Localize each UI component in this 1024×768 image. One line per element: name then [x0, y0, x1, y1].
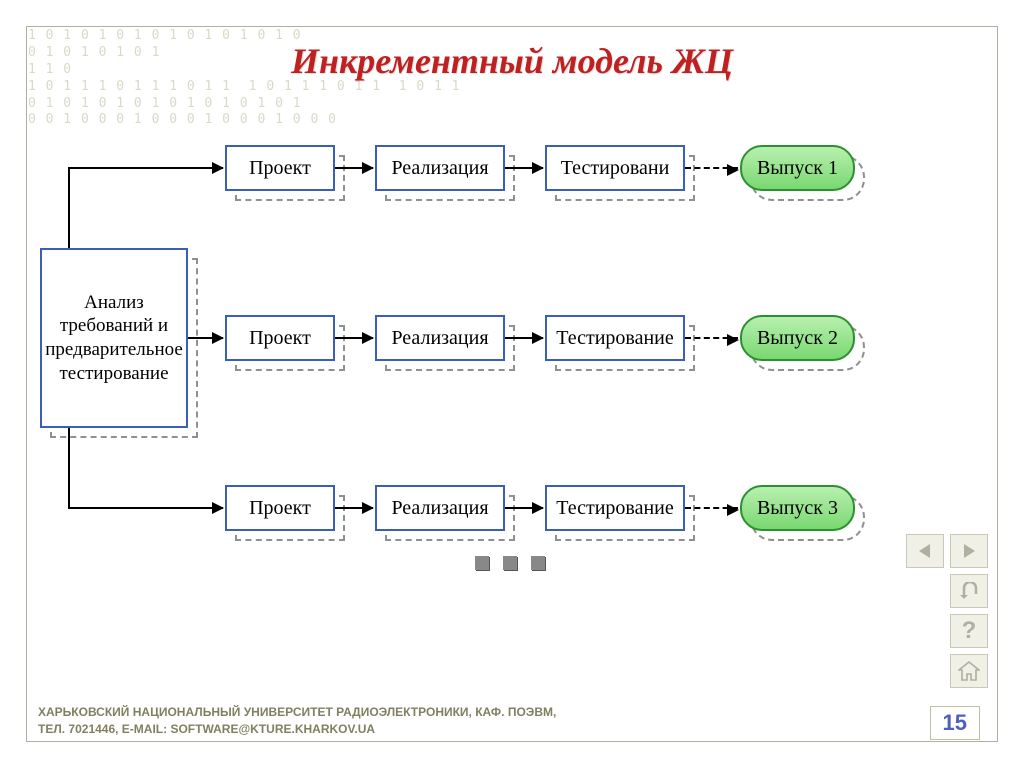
row2-arrow0: [335, 507, 373, 509]
page-number: 15: [930, 706, 980, 740]
row0-step1: Реализация: [375, 145, 505, 191]
row2-step2: Тестирование: [545, 485, 685, 531]
row2-arrow2: [685, 507, 738, 509]
row1-step0: Проект: [225, 315, 335, 361]
home-button[interactable]: [950, 654, 988, 688]
row1-release: Выпуск 2: [740, 315, 855, 361]
row1-step2: Тестирование: [545, 315, 685, 361]
row0-arrow1: [505, 167, 543, 169]
footer-line2: ТЕЛ. 7021446, E-MAIL: SOFTWARE@KTURE.KHA…: [38, 721, 904, 738]
next-button[interactable]: [950, 534, 988, 568]
row1-step1: Реализация: [375, 315, 505, 361]
connector-v2: [68, 428, 70, 508]
footer-line1: ХАРЬКОВСКИЙ НАЦИОНАЛЬНЫЙ УНИВЕРСИТЕТ РАД…: [38, 704, 904, 721]
connector-v1: [68, 168, 70, 248]
row1-arrow1: [505, 337, 543, 339]
row1-arrow0: [335, 337, 373, 339]
return-button[interactable]: [950, 574, 988, 608]
help-button[interactable]: ?: [950, 614, 988, 648]
row2-step1: Реализация: [375, 485, 505, 531]
row0-feed: [68, 167, 223, 169]
row2-arrow1: [505, 507, 543, 509]
row2-feed: [68, 507, 223, 509]
prev-button[interactable]: [906, 534, 944, 568]
row2-release: Выпуск 3: [740, 485, 855, 531]
slide-title: Инкрементный модель ЖЦ: [0, 40, 1024, 82]
row0-step0: Проект: [225, 145, 335, 191]
footer-text: ХАРЬКОВСКИЙ НАЦИОНАЛЬНЫЙ УНИВЕРСИТЕТ РАД…: [38, 704, 904, 738]
row0-arrow0: [335, 167, 373, 169]
row0-release: Выпуск 1: [740, 145, 855, 191]
row0-step2: Тестировани: [545, 145, 685, 191]
row1-arrow2: [685, 337, 738, 339]
row0-arrow2: [685, 167, 738, 169]
help-icon: ?: [962, 617, 977, 645]
row2-step0: Проект: [225, 485, 335, 531]
flowchart: Анализ требований и предварительное тест…: [40, 130, 979, 610]
row1-feed: [188, 337, 223, 339]
analysis-box: Анализ требований и предварительное тест…: [40, 248, 188, 428]
ellipsis-dots: [475, 556, 545, 570]
nav-buttons: ?: [906, 534, 988, 688]
